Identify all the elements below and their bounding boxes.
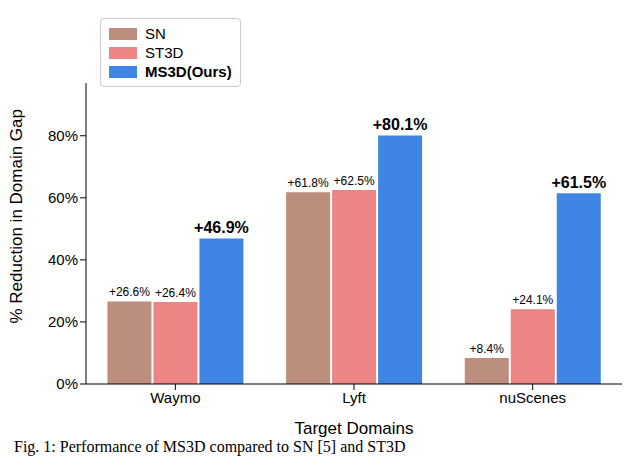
svg-text:80%: 80% [48, 127, 78, 144]
svg-text:0%: 0% [56, 375, 78, 392]
svg-text:40%: 40% [48, 251, 78, 268]
svg-text:+61.8%: +61.8% [288, 176, 329, 190]
html-text:MS3D(Ours): MS3D(Ours) [145, 63, 232, 80]
svg-text:% Reduction in Domain Gap: % Reduction in Domain Gap [8, 109, 26, 324]
svg-text:20%: 20% [48, 313, 78, 330]
svg-text:+26.6%: +26.6% [109, 285, 150, 299]
svg-text:+24.1%: +24.1% [512, 293, 553, 307]
svg-text:+61.5%: +61.5% [551, 174, 606, 191]
svg-text:+8.4%: +8.4% [470, 342, 505, 356]
svg-text:+62.5%: +62.5% [334, 174, 375, 188]
html-text:ST3D: ST3D [145, 44, 184, 61]
html-text:SN: SN [145, 25, 166, 42]
svg-text:Target Domains: Target Domains [294, 419, 413, 438]
svg-text:60%: 60% [48, 189, 78, 206]
svg-text:+46.9%: +46.9% [194, 219, 249, 236]
svg-text:Lyft: Lyft [342, 389, 366, 406]
svg-text:Waymo: Waymo [150, 389, 200, 406]
html-text:Fig. 1: Performance of MS3D co: Fig. 1: Performance of MS3D compared to … [14, 438, 406, 455]
svg-text:+80.1%: +80.1% [373, 116, 428, 133]
svg-text:+26.4%: +26.4% [155, 286, 196, 300]
svg-text:nuScenes: nuScenes [499, 389, 566, 406]
